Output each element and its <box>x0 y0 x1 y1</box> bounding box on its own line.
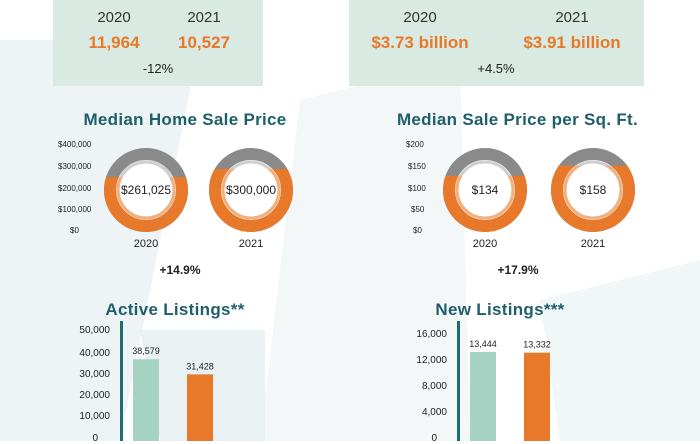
x-tick: 2021 <box>238 238 264 250</box>
change-label: +17.9% <box>497 263 539 277</box>
change-label: +4.5% <box>477 61 515 76</box>
y-tick: $300,000 <box>58 162 92 171</box>
chart-title: Median Sale Price per Sq. Ft. <box>396 110 639 129</box>
bar-2021 <box>187 374 213 441</box>
change-label: -12% <box>142 61 174 76</box>
y-tick: $50 <box>411 205 425 214</box>
y-tick: 12,000 <box>416 355 447 366</box>
chart-title: Active Listings** <box>105 300 245 319</box>
y-tick: $100 <box>408 184 426 193</box>
y-tick: 50,000 <box>79 325 110 336</box>
bar-2021 <box>524 352 550 441</box>
donut-value: $158 <box>579 183 607 197</box>
y-tick: $100,000 <box>58 205 92 214</box>
y-tick: 4,000 <box>421 407 447 418</box>
donut-ring-value <box>551 165 635 232</box>
y-tick: $400,000 <box>58 140 92 149</box>
total-sales-box <box>53 0 263 86</box>
donut-hole <box>225 164 277 216</box>
y-tick: $0 <box>413 226 422 235</box>
bar-value-label: 13,332 <box>523 340 551 350</box>
donut-2021 <box>551 148 635 232</box>
donut-value: $300,000 <box>225 183 277 197</box>
x-tick: 2020 <box>133 238 159 250</box>
value-2021: 10,527 <box>178 33 230 52</box>
donut-value: $134 <box>471 183 499 197</box>
y-tick: $200 <box>406 140 424 149</box>
donut-ring-value <box>443 175 527 232</box>
y-tick: 8,000 <box>421 381 447 392</box>
y-axis <box>457 321 460 441</box>
x-tick: 2021 <box>580 238 606 250</box>
bar-value-label: 13,444 <box>469 339 497 349</box>
bar-chart-active-listings: 38,579 31,428 <box>120 321 214 441</box>
bar-2020 <box>133 359 159 441</box>
donut-ring-value <box>209 169 293 232</box>
chart-title: Median Home Sale Price <box>83 110 287 129</box>
donut-2020 <box>104 148 188 232</box>
y-tick: 16,000 <box>416 329 447 340</box>
bar-value-label: 31,428 <box>186 361 214 371</box>
donut-hole <box>120 164 172 216</box>
value-2020: 11,964 <box>88 33 140 52</box>
value-2020: $3.73 billion <box>371 33 469 52</box>
bar-chart-new-listings: 13,444 13,332 <box>457 321 551 441</box>
y-tick: 0 <box>431 433 437 444</box>
y-tick: 30,000 <box>79 369 110 380</box>
chart-title: New Listings*** <box>435 300 565 319</box>
donut-hole <box>567 164 619 216</box>
y-tick: 10,000 <box>79 411 110 422</box>
year-label: 2020 <box>97 9 131 26</box>
y-axis <box>120 321 123 441</box>
total-volume-box <box>349 0 644 86</box>
donut-inner-ring-value <box>221 169 281 220</box>
year-label: 2021 <box>555 9 589 26</box>
donut-inner-ring-value <box>563 165 623 220</box>
bar-value-label: 38,579 <box>132 346 160 356</box>
y-tick: 0 <box>92 433 98 444</box>
y-tick: $0 <box>70 226 79 235</box>
donut-inner-ring-value <box>116 177 176 220</box>
change-label: +14.9% <box>159 263 201 277</box>
donut-2020 <box>443 148 527 232</box>
y-tick: $200,000 <box>58 184 92 193</box>
year-label: 2020 <box>403 9 437 26</box>
x-tick: 2020 <box>472 238 498 250</box>
donut-2021 <box>209 148 293 232</box>
donut-inner-ring-value <box>455 175 515 220</box>
y-tick: 40,000 <box>79 348 110 359</box>
bar-2020 <box>470 351 496 441</box>
donut-hole <box>459 164 511 216</box>
y-tick: 20,000 <box>79 390 110 401</box>
year-label: 2021 <box>187 9 221 26</box>
value-2021: $3.91 billion <box>523 33 621 52</box>
y-tick: $150 <box>408 162 426 171</box>
donut-value: $261,025 <box>120 183 172 197</box>
donut-ring-value <box>104 177 188 232</box>
